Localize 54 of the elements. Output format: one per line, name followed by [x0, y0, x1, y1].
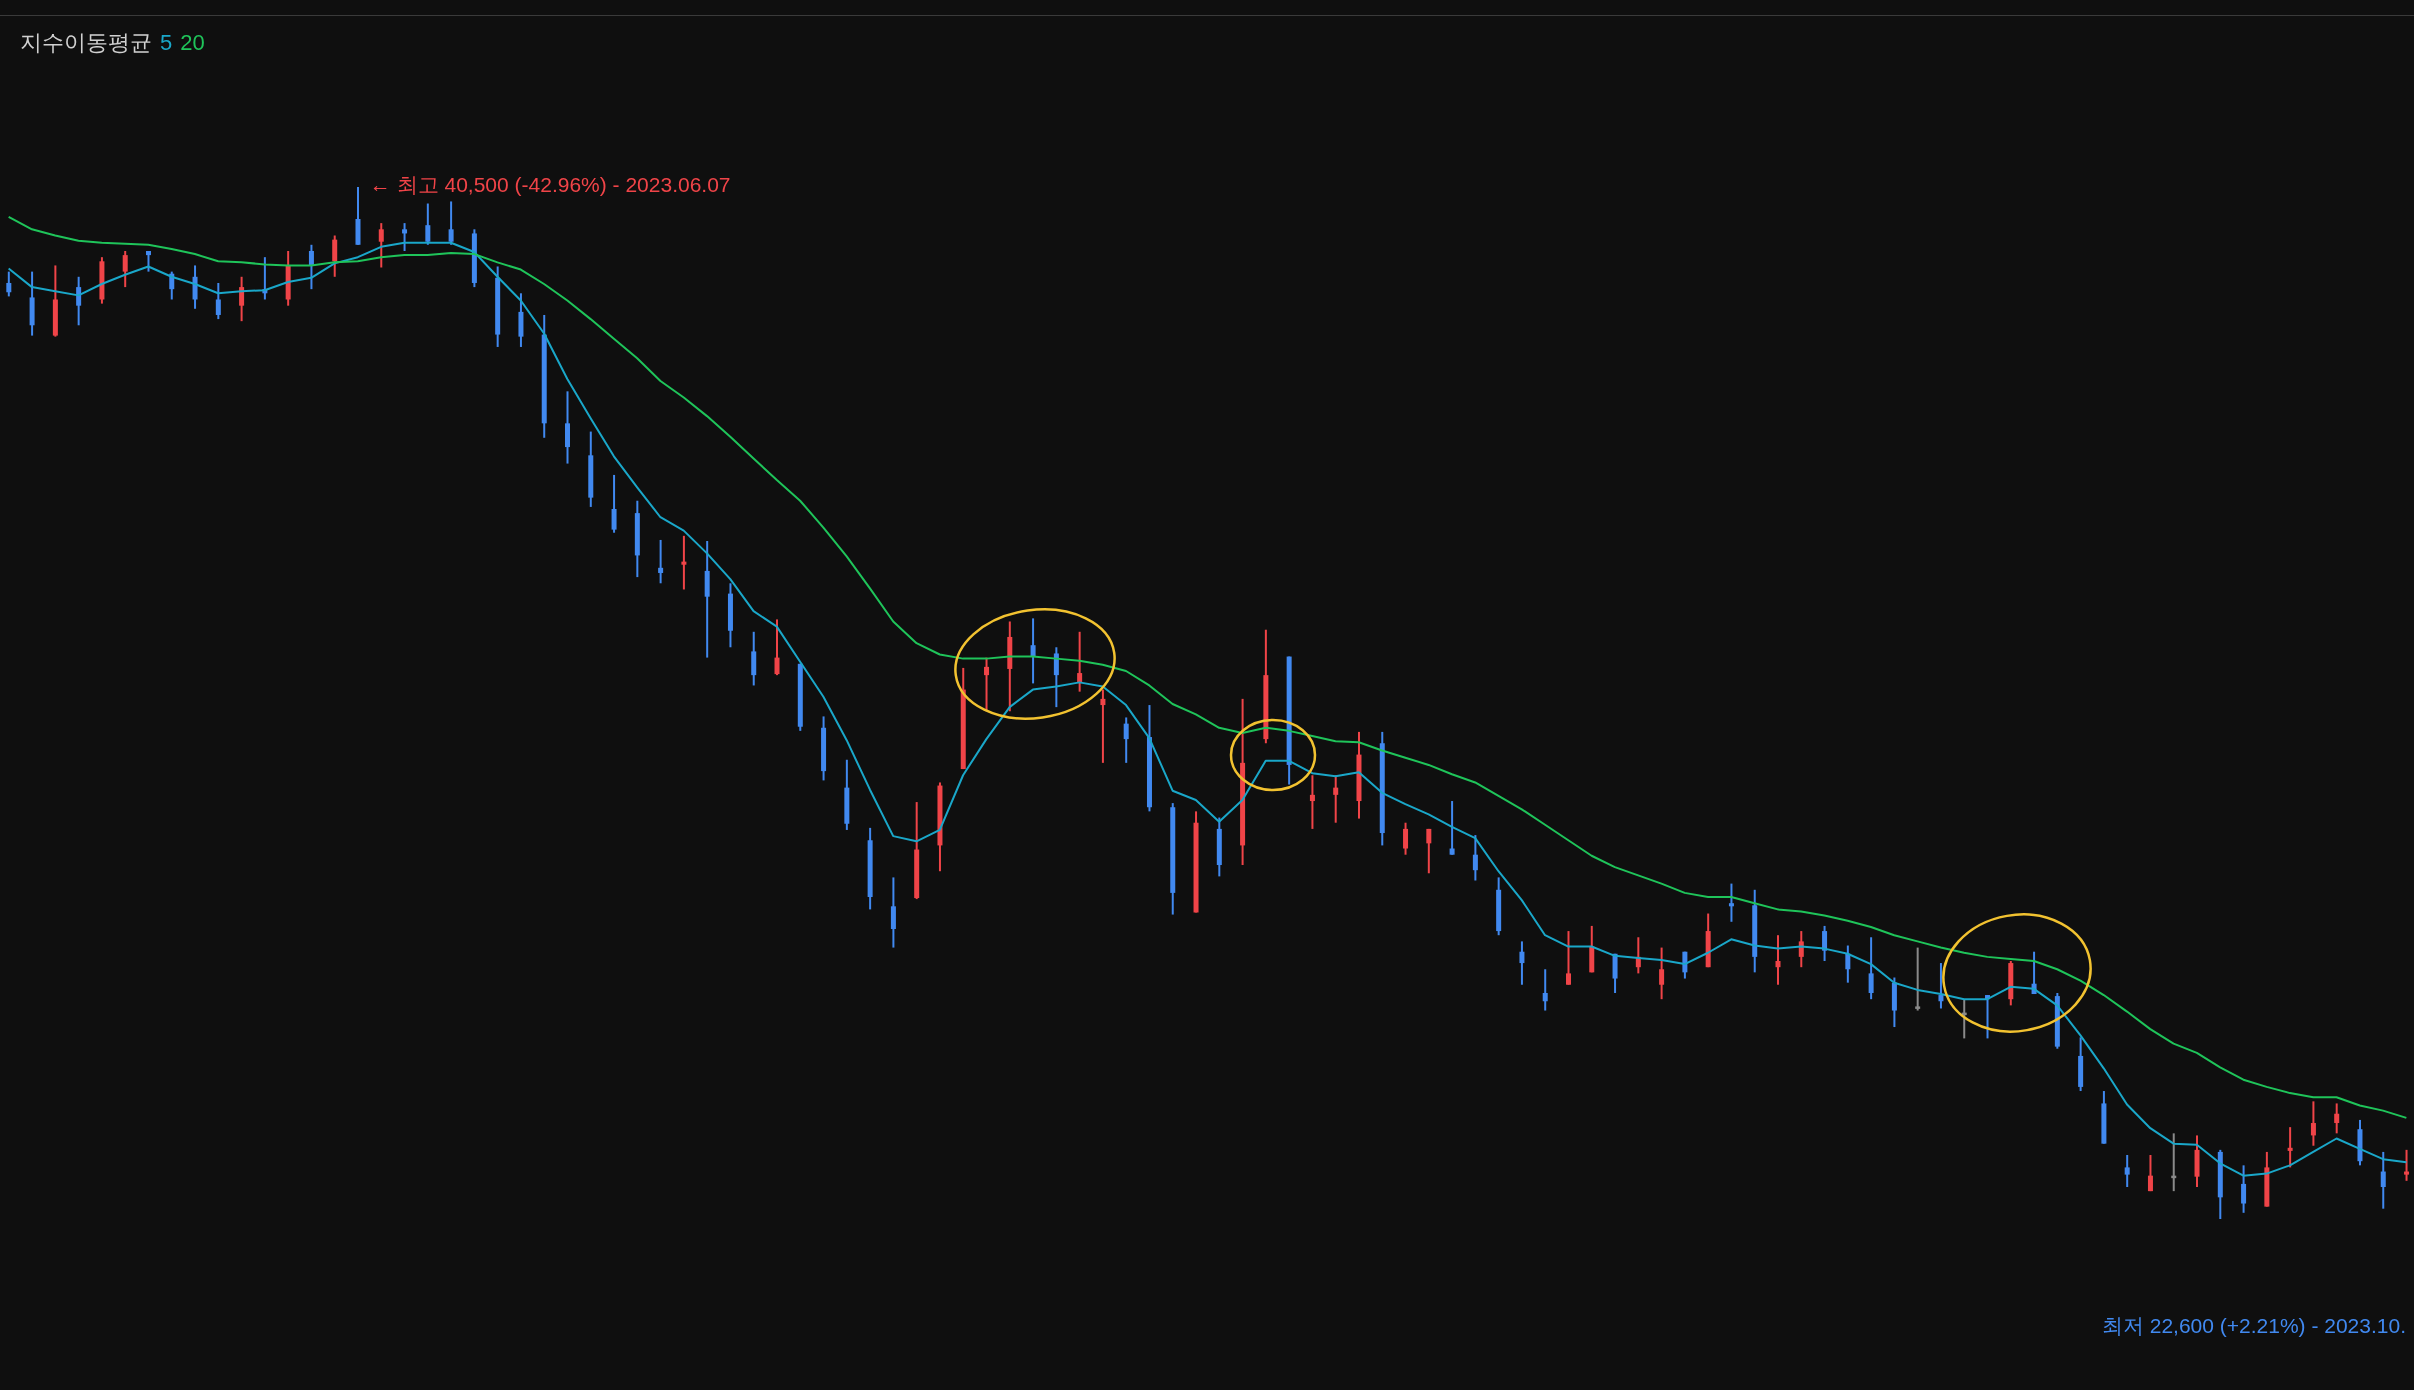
candlestick — [1728, 882, 1734, 923]
candlestick — [1426, 827, 1432, 875]
candlestick — [1100, 688, 1106, 764]
candlestick — [1798, 930, 1804, 969]
candlestick — [332, 234, 338, 278]
candlestick — [448, 200, 454, 246]
candlestick — [2147, 1154, 2153, 1193]
candlestick — [1053, 646, 1059, 709]
candlestick — [76, 275, 82, 327]
candlestick — [2124, 1154, 2130, 1189]
candlestick — [425, 202, 431, 246]
candlestick — [2241, 1164, 2247, 1214]
candlestick — [658, 538, 664, 585]
candlestick — [681, 534, 687, 591]
legend-title: 지수이동평균 — [20, 30, 152, 55]
candlestick — [1845, 944, 1851, 984]
candlestick — [890, 876, 896, 949]
candlestick — [1938, 962, 1944, 1010]
candlestick — [1077, 630, 1083, 693]
candlestick — [1822, 924, 1828, 962]
candlestick — [1333, 774, 1339, 824]
candlestick — [751, 630, 757, 687]
candlestick — [6, 270, 12, 298]
candlestick — [1775, 934, 1781, 986]
candlestick — [402, 222, 408, 252]
candlestick — [1449, 800, 1455, 856]
candlestick — [239, 275, 245, 323]
candlestick — [1403, 821, 1409, 856]
candlestick — [1915, 946, 1921, 1012]
text: 최저 22,600 (+2.21%) - 2023.10. — [2101, 1313, 2406, 1339]
candlestick — [774, 618, 780, 677]
candlestick — [1309, 774, 1315, 830]
candlestick — [2287, 1126, 2293, 1169]
candlestick — [1519, 940, 1525, 986]
candlestick — [215, 281, 221, 321]
candlestick — [1659, 946, 1665, 1001]
candlestick — [122, 249, 128, 289]
candlestick — [2334, 1102, 2340, 1135]
candlestick — [1030, 617, 1036, 685]
candlestick — [1565, 930, 1571, 986]
candlestick — [1542, 968, 1548, 1012]
candlestick — [1472, 834, 1478, 882]
candlestick — [1123, 716, 1129, 764]
candlestick — [2380, 1150, 2386, 1210]
text: 20 — [180, 30, 205, 55]
candlestick — [2310, 1100, 2316, 1147]
candlestick — [1868, 936, 1874, 1001]
candlestick — [565, 390, 570, 465]
candlestick — [2404, 1148, 2410, 1182]
candlestick — [308, 243, 314, 291]
candlestick — [378, 222, 384, 269]
annotation: ← 최고 40,500 (-42.96%) - 2023.06.07 — [369, 172, 731, 198]
candlestick — [611, 473, 617, 534]
text: 5 — [160, 30, 173, 55]
